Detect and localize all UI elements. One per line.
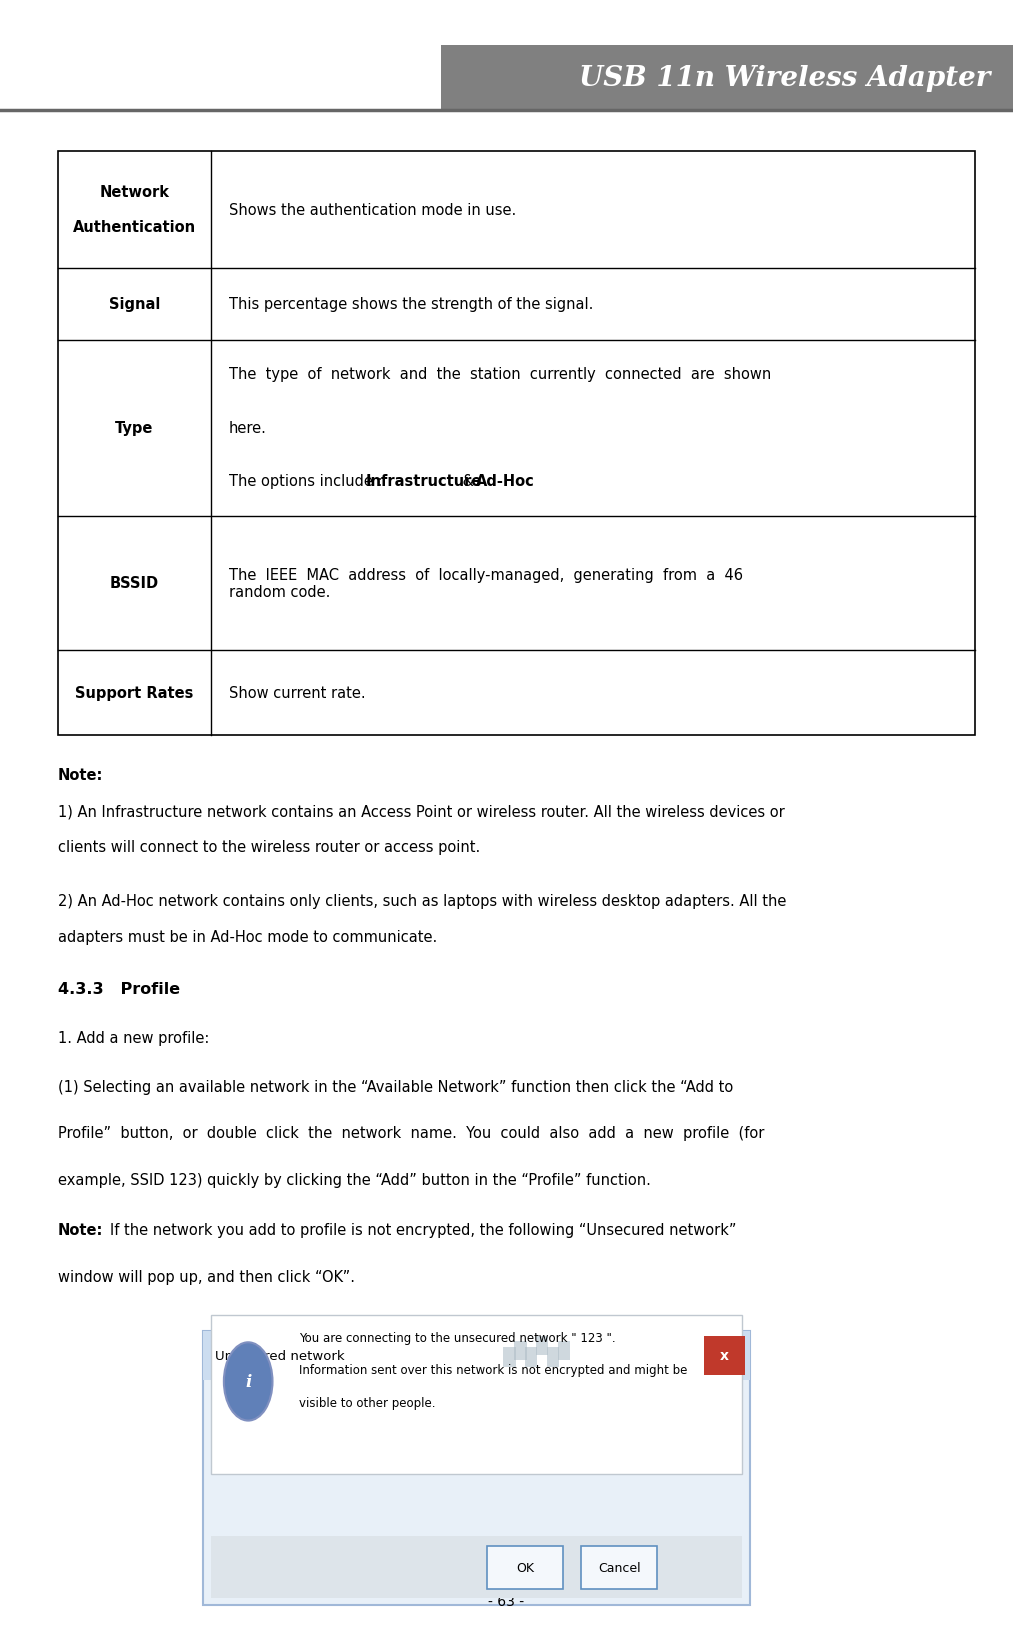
Text: The options include :: The options include : (229, 474, 387, 489)
Text: Information sent over this network is not encrypted and might be: Information sent over this network is no… (299, 1364, 687, 1377)
Text: You are connecting to the unsecured network " 123 ".: You are connecting to the unsecured netw… (299, 1332, 616, 1345)
FancyBboxPatch shape (441, 46, 1013, 111)
Text: &: & (458, 474, 478, 489)
Bar (211, 1315, 742, 1475)
Text: Support Rates: Support Rates (75, 685, 193, 701)
Text: BSSID: BSSID (109, 575, 159, 592)
Bar (558, 1341, 570, 1361)
Bar (487, 1547, 563, 1589)
Bar (526, 1348, 538, 1368)
Text: Cancel: Cancel (598, 1562, 640, 1575)
Text: 4.3.3   Profile: 4.3.3 Profile (58, 981, 180, 996)
Circle shape (224, 1343, 272, 1421)
Text: 1) An Infrastructure network contains an Access Point or wireless router. All th: 1) An Infrastructure network contains an… (58, 804, 784, 818)
Bar (536, 1337, 548, 1356)
Bar (203, 1332, 750, 1381)
Bar (704, 1337, 745, 1376)
Text: example, SSID 123) quickly by clicking the “Add” button in the “Profile” functio: example, SSID 123) quickly by clicking t… (58, 1172, 650, 1187)
Text: The  type  of  network  and  the  station  currently  connected  are  shown: The type of network and the station curr… (229, 367, 771, 381)
Text: Ad-Hoc: Ad-Hoc (476, 474, 535, 489)
Text: Infrastructure: Infrastructure (366, 474, 482, 489)
Bar (581, 1547, 657, 1589)
Text: Note:: Note: (58, 1222, 103, 1237)
Bar (503, 1348, 516, 1368)
Text: This percentage shows the strength of the signal.: This percentage shows the strength of th… (229, 297, 594, 313)
Text: If the network you add to profile is not encrypted, the following “Unsecured net: If the network you add to profile is not… (110, 1222, 736, 1237)
Text: Show current rate.: Show current rate. (229, 685, 366, 701)
Text: Signal: Signal (108, 297, 160, 313)
Text: window will pop up, and then click “OK”.: window will pop up, and then click “OK”. (58, 1270, 355, 1284)
Text: adapters must be in Ad-Hoc mode to communicate.: adapters must be in Ad-Hoc mode to commu… (58, 929, 437, 944)
Text: 1. Add a new profile:: 1. Add a new profile: (58, 1030, 209, 1045)
Text: Unsecured network: Unsecured network (215, 1350, 344, 1363)
Bar (547, 1348, 559, 1368)
Text: Network

Authentication: Network Authentication (73, 186, 196, 235)
Text: (1) Selecting an available network in the “Available Network” function then clic: (1) Selecting an available network in th… (58, 1079, 733, 1094)
Text: i: i (245, 1372, 251, 1390)
Text: 2) An Ad-Hoc network contains only clients, such as laptops with wireless deskto: 2) An Ad-Hoc network contains only clien… (58, 893, 786, 908)
Text: Shows the authentication mode in use.: Shows the authentication mode in use. (229, 202, 517, 218)
Text: Note:: Note: (58, 768, 103, 782)
Text: clients will connect to the wireless router or access point.: clients will connect to the wireless rou… (58, 839, 480, 854)
Bar (58, 152, 975, 735)
Text: - 63 -: - 63 - (488, 1594, 525, 1607)
Text: here.: here. (229, 421, 266, 437)
Text: Type: Type (115, 421, 153, 437)
Text: OK: OK (516, 1562, 534, 1575)
Text: x: x (720, 1348, 728, 1363)
Text: visible to other people.: visible to other people. (299, 1397, 436, 1410)
Text: Profile”  button,  or  double  click  the  network  name.  You  could  also  add: Profile” button, or double click the net… (58, 1126, 764, 1141)
Text: USB 11n Wireless Adapter: USB 11n Wireless Adapter (579, 65, 991, 91)
Bar (203, 1332, 750, 1606)
Bar (211, 1537, 742, 1599)
Bar (515, 1341, 527, 1361)
Text: The  IEEE  MAC  address  of  locally-managed,  generating  from  a  46
random co: The IEEE MAC address of locally-managed,… (229, 567, 743, 600)
